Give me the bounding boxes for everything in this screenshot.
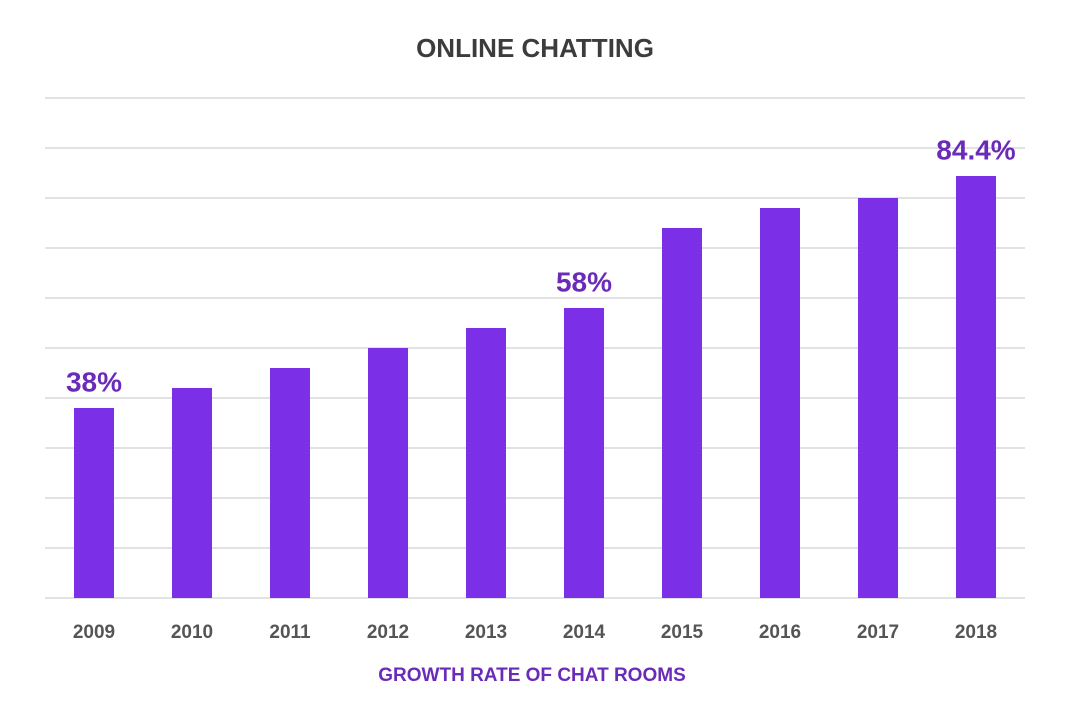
x-axis-title: GROWTH RATE OF CHAT ROOMS (378, 665, 686, 686)
chart-title: ONLINE CHATTING (416, 33, 654, 63)
x-tick-label: 2010 (171, 622, 213, 643)
bar (956, 176, 996, 598)
bar (368, 348, 408, 598)
x-tick-label: 2015 (661, 622, 704, 643)
bar (172, 388, 212, 598)
x-tick-label: 2018 (955, 622, 997, 643)
x-tick-label: 2014 (563, 622, 606, 643)
bar (270, 368, 310, 598)
bar (466, 328, 506, 598)
value-label: 84.4% (936, 134, 1015, 165)
bar (74, 408, 114, 598)
bar (760, 208, 800, 598)
x-tick-label: 2012 (367, 622, 409, 643)
value-label: 38% (66, 366, 122, 397)
bar (858, 198, 898, 598)
x-tick-label: 2016 (759, 622, 801, 643)
x-tick-label: 2013 (465, 622, 507, 643)
x-tick-label: 2009 (73, 622, 115, 643)
x-tick-label: 2011 (269, 622, 311, 643)
x-tick-label: 2017 (857, 622, 899, 643)
bar (564, 308, 604, 598)
value-label: 58% (556, 266, 612, 297)
bar (662, 228, 702, 598)
